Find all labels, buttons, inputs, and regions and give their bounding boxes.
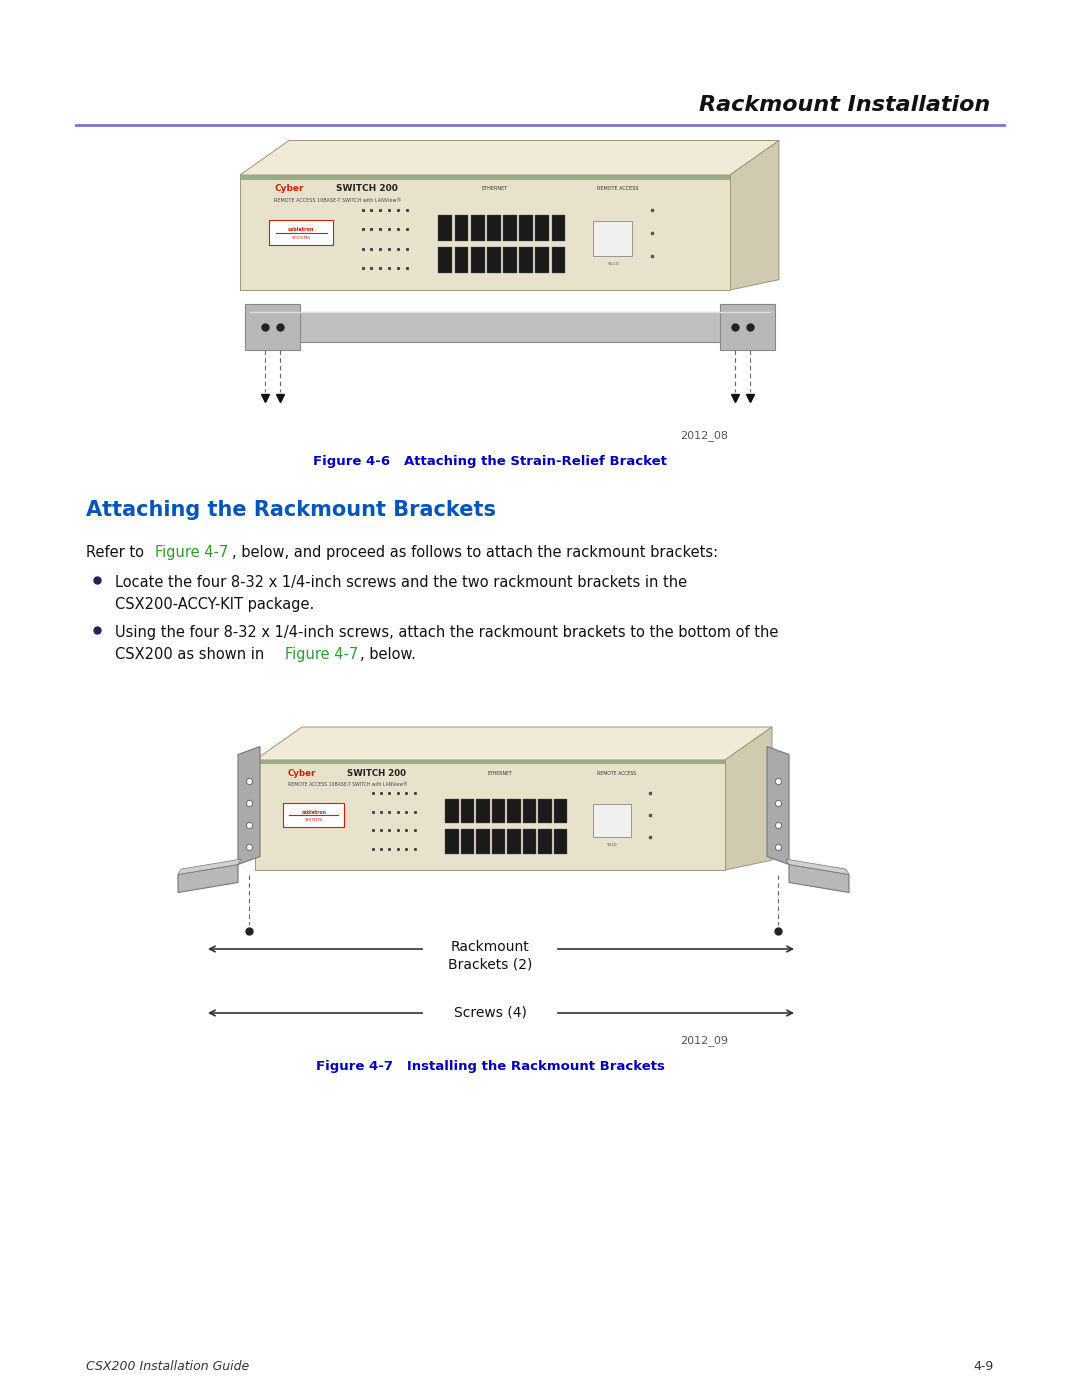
Text: TELCO: TELCO [607, 842, 618, 847]
Text: REMOTE ACCESS: REMOTE ACCESS [597, 771, 636, 775]
Polygon shape [789, 865, 849, 893]
Text: Attaching the Rackmount Brackets: Attaching the Rackmount Brackets [86, 500, 496, 520]
Text: TELCO: TELCO [607, 261, 618, 265]
Text: SYSTEMS: SYSTEMS [292, 236, 311, 239]
Polygon shape [730, 141, 779, 291]
Text: SYSTEMS: SYSTEMS [305, 817, 323, 821]
Text: SWITCH 200: SWITCH 200 [336, 184, 397, 193]
Bar [283, 803, 345, 827]
Bar [240, 175, 730, 291]
Text: ETHERNET: ETHERNET [482, 186, 508, 191]
Text: Locate the four 8-32 x 1/4-inch screws and the two rackmount brackets in the: Locate the four 8-32 x 1/4-inch screws a… [114, 576, 687, 590]
Bar [240, 175, 730, 180]
Text: cabletron: cabletron [301, 810, 326, 814]
Bar [471, 247, 485, 272]
Bar [476, 830, 489, 854]
Text: Cyber: Cyber [274, 184, 303, 193]
Polygon shape [178, 865, 238, 893]
Bar [536, 247, 550, 272]
Bar [269, 219, 333, 244]
Polygon shape [240, 141, 779, 175]
Text: ETHERNET: ETHERNET [487, 771, 512, 775]
Text: SWITCH 200: SWITCH 200 [347, 768, 406, 778]
Text: REMOTE ACCESS 10BASE-T SWITCH with LANView®: REMOTE ACCESS 10BASE-T SWITCH with LANVi… [274, 198, 402, 203]
Bar [503, 247, 517, 272]
Bar [244, 305, 299, 351]
Bar [593, 805, 631, 837]
Text: Cyber: Cyber [288, 768, 316, 778]
Bar [523, 830, 536, 854]
Polygon shape [767, 746, 789, 865]
Text: CSX200-ACCY-KIT package.: CSX200-ACCY-KIT package. [114, 597, 314, 612]
Text: 2012_08: 2012_08 [680, 430, 728, 441]
Bar [523, 799, 536, 823]
Text: Using the four 8-32 x 1/4-inch screws, attach the rackmount brackets to the bott: Using the four 8-32 x 1/4-inch screws, a… [114, 624, 779, 640]
Bar [455, 215, 469, 240]
Text: Figure 4-7: Figure 4-7 [156, 545, 228, 560]
Bar [487, 215, 501, 240]
Polygon shape [255, 726, 772, 760]
Text: Screws (4): Screws (4) [454, 1004, 526, 1018]
Bar [461, 799, 474, 823]
Text: REMOTE ACCESS 10BASE-T SWITCH with LANView®: REMOTE ACCESS 10BASE-T SWITCH with LANVi… [288, 782, 407, 787]
Bar [445, 799, 459, 823]
Bar [491, 799, 505, 823]
Bar [554, 830, 567, 854]
Bar [519, 215, 534, 240]
Bar [455, 247, 469, 272]
Polygon shape [786, 859, 849, 875]
Bar [552, 215, 565, 240]
Bar [487, 247, 501, 272]
Bar [461, 830, 474, 854]
Bar [471, 215, 485, 240]
Text: REMOTE ACCESS: REMOTE ACCESS [596, 186, 638, 191]
Bar [476, 799, 489, 823]
Polygon shape [238, 746, 260, 865]
Text: CSX200 as shown in: CSX200 as shown in [114, 647, 269, 662]
Polygon shape [178, 859, 241, 875]
Bar [255, 760, 725, 764]
Text: 4-9: 4-9 [974, 1361, 994, 1373]
Polygon shape [725, 726, 772, 870]
Bar [438, 247, 453, 272]
Text: Brackets (2): Brackets (2) [448, 958, 532, 972]
Bar [554, 799, 567, 823]
Text: Rackmount: Rackmount [450, 940, 529, 954]
Bar [536, 215, 550, 240]
Text: CSX200 Installation Guide: CSX200 Installation Guide [86, 1361, 249, 1373]
Bar [503, 215, 517, 240]
Text: 2012_09: 2012_09 [680, 1035, 728, 1046]
Text: , below, and proceed as follows to attach the rackmount brackets:: , below, and proceed as follows to attac… [232, 545, 718, 560]
Text: Figure 4-7: Figure 4-7 [285, 647, 359, 662]
Text: , below.: , below. [360, 647, 416, 662]
Text: Figure 4-6   Attaching the Strain-Relief Bracket: Figure 4-6 Attaching the Strain-Relief B… [313, 455, 667, 468]
Bar [249, 312, 769, 342]
Text: Refer to: Refer to [86, 545, 149, 560]
Bar [491, 830, 505, 854]
Bar [552, 247, 565, 272]
Bar [719, 305, 774, 351]
Bar [519, 247, 534, 272]
Bar [539, 830, 552, 854]
Text: Figure 4-7   Installing the Rackmount Brackets: Figure 4-7 Installing the Rackmount Brac… [315, 1060, 664, 1073]
Bar [508, 799, 521, 823]
Bar [508, 830, 521, 854]
Bar [255, 760, 725, 870]
Bar [593, 221, 632, 256]
Bar [539, 799, 552, 823]
Bar [445, 830, 459, 854]
Text: Rackmount Installation: Rackmount Installation [699, 95, 990, 115]
Text: cabletron: cabletron [288, 228, 314, 232]
Bar [438, 215, 453, 240]
